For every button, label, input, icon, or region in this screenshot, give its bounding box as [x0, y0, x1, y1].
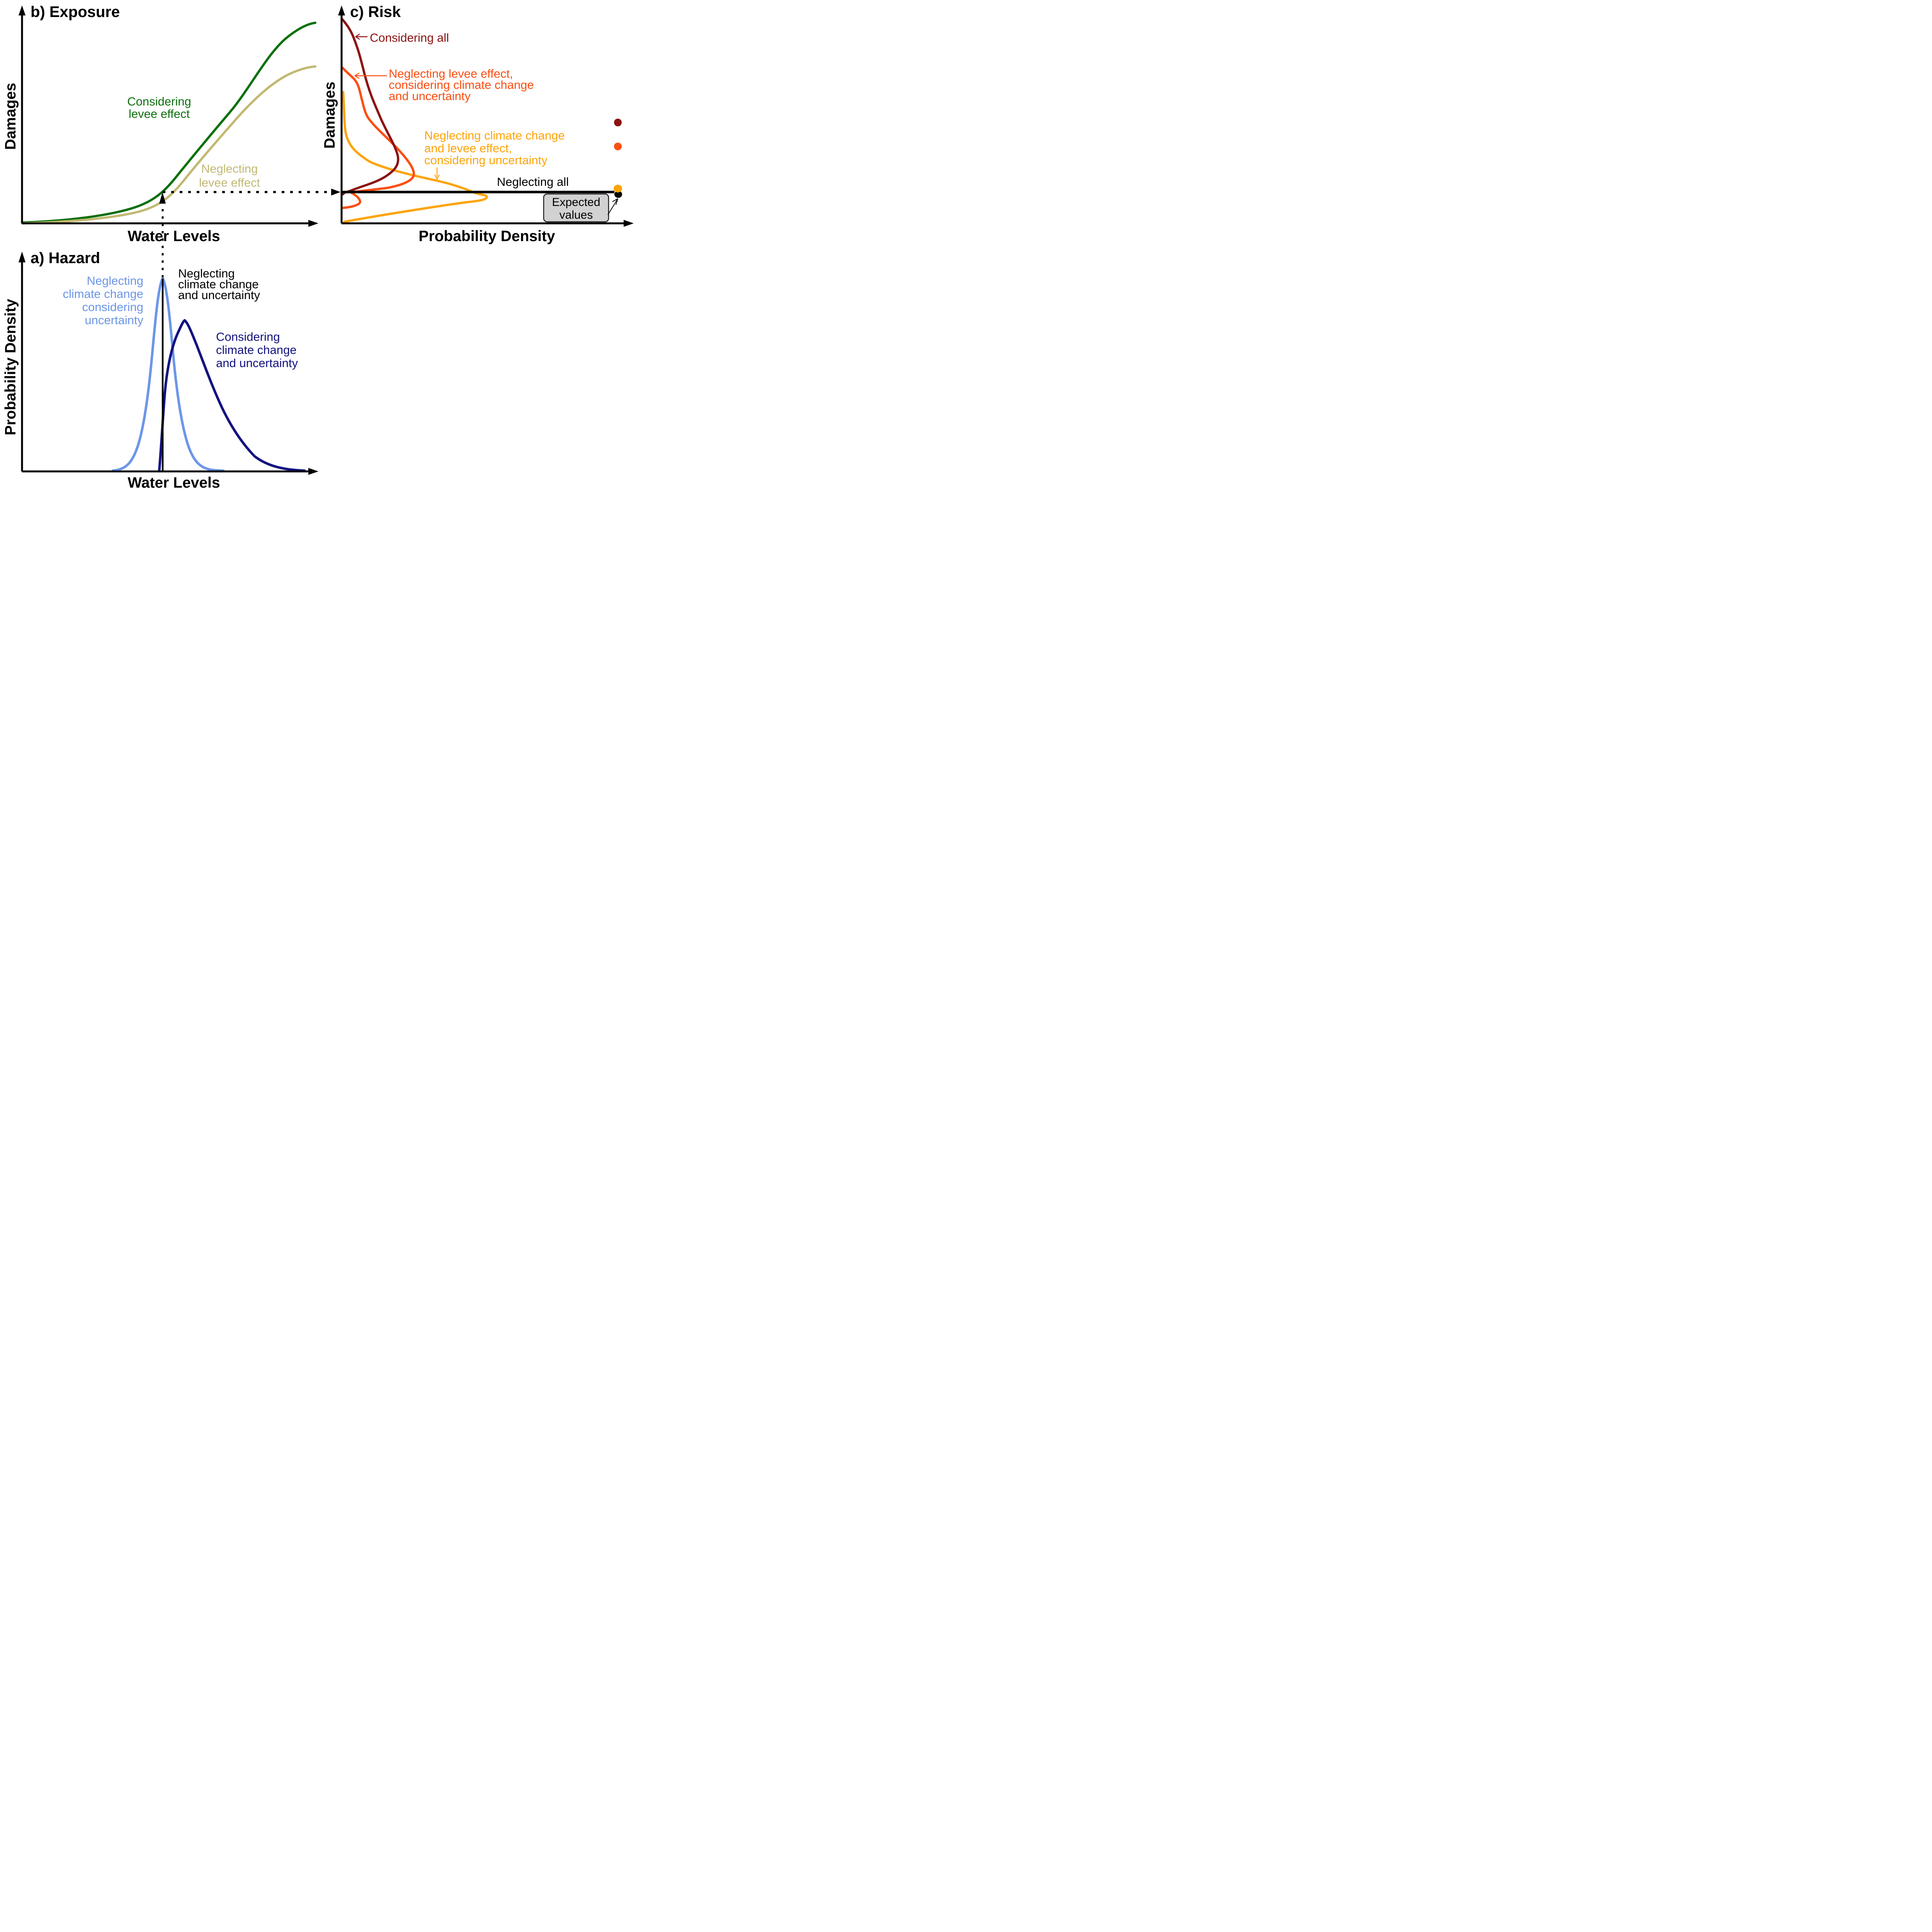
expected-value-dot-neglecting-climate-change-and-levee-effect	[614, 185, 622, 192]
neglecting-climate-change-considering-uncertainty-label: Neglecting climate change considering un…	[63, 274, 143, 327]
hazard-x-axis-label: Water Levels	[128, 474, 220, 491]
neglecting-climate-change-and-levee-effect-label: Neglecting climate change and levee effe…	[424, 129, 565, 180]
neglecting-levee-effect-curve-risk	[341, 66, 415, 209]
black-label-line1: Neglecting	[178, 267, 235, 280]
hazard-x-axis-arrow-icon	[308, 468, 318, 475]
considering-climate-change-and-uncertainty-label: Considering climate change and uncertain…	[216, 330, 298, 370]
considering-all-curve	[341, 18, 400, 196]
exposure-x-axis-label: Water Levels	[128, 228, 220, 245]
neglecting-levee-effect-label-line2: considering climate change	[389, 78, 534, 92]
risk-y-axis-label: Damages	[321, 82, 338, 148]
black-label-line2: climate change	[178, 277, 259, 291]
hazard-y-axis-arrow-icon	[19, 252, 26, 262]
neglecting-levee-effect-label-line2: levee effect	[199, 176, 260, 189]
risk-panel: Considering all Neglecting levee effect,…	[321, 3, 634, 245]
considering-levee-effect-label-line1: Considering	[127, 95, 191, 108]
guide-lines	[159, 189, 340, 277]
neglecting-levee-effect-curve	[21, 65, 316, 224]
expected-value-dot-neglecting-all	[614, 191, 622, 198]
expected-values-pointer-arrow-icon	[607, 198, 618, 215]
expected-values-box	[544, 194, 609, 222]
neglecting-levee-effect-label-line1: Neglecting levee effect,	[389, 67, 513, 80]
flood-risk-concept-figure: Considering levee effect Neglecting leve…	[0, 0, 638, 493]
navy-label-line2: climate change	[216, 343, 297, 357]
amber-label-line2: and levee effect,	[424, 141, 512, 155]
exposure-x-axis-arrow-icon	[308, 220, 318, 227]
neglecting-levee-effect-label-line1: Neglecting	[201, 162, 258, 175]
amber-label-line3: considering uncertainty	[424, 153, 548, 167]
considering-levee-effect-curve	[21, 22, 316, 224]
light-blue-label-line3: considering	[82, 300, 143, 314]
light-blue-label-line2: climate change	[63, 287, 143, 301]
neglecting-all-label: Neglecting all	[497, 175, 569, 189]
neglecting-climate-change-considering-uncertainty-curve	[111, 277, 225, 472]
considering-levee-effect-label: Considering levee effect	[127, 95, 191, 121]
risk-panel-title: c) Risk	[350, 3, 401, 20]
neglecting-climate-change-and-levee-effect-curve	[342, 91, 488, 223]
neglecting-levee-effect-risk-label: Neglecting levee effect, considering cli…	[354, 67, 534, 103]
up-arrow-icon	[159, 192, 166, 204]
neglecting-levee-effect-label-line3: and uncertainty	[389, 89, 471, 103]
neglecting-levee-effect-arrow-icon	[354, 72, 387, 79]
amber-label-line1: Neglecting climate change	[424, 129, 565, 142]
neglecting-levee-effect-label: Neglecting levee effect	[199, 162, 260, 189]
considering-levee-effect-label-line2: levee effect	[129, 107, 190, 121]
expected-value-dot-neglecting-levee-effect	[614, 143, 622, 150]
exposure-panel: Considering levee effect Neglecting leve…	[2, 3, 318, 245]
risk-x-axis-label: Probability Density	[418, 228, 555, 245]
expected-values-callout: Expected values	[543, 193, 618, 223]
figure-canvas: Considering levee effect Neglecting leve…	[2, 3, 634, 491]
considering-all-label-line1: Considering all	[370, 31, 449, 44]
right-arrow-icon	[331, 189, 340, 196]
navy-label-line1: Considering	[216, 330, 280, 344]
expected-value-dot-considering-all	[614, 119, 622, 126]
hazard-panel: Neglecting climate change considering un…	[2, 250, 318, 491]
hazard-panel-title: a) Hazard	[31, 250, 100, 267]
hazard-y-axis-label: Probability Density	[2, 299, 19, 435]
neglecting-climate-change-and-uncertainty-label: Neglecting climate change and uncertaint…	[178, 267, 260, 302]
considering-all-arrow-icon	[355, 33, 367, 40]
navy-label-line3: and uncertainty	[216, 356, 298, 370]
considering-climate-change-and-uncertainty-curve	[158, 319, 306, 473]
expected-values-box-border	[543, 193, 609, 223]
expected-values-label-line2: values	[560, 209, 593, 221]
exposure-y-axis-label: Damages	[2, 83, 19, 150]
expected-value-dots	[614, 119, 622, 198]
risk-x-axis-arrow-icon	[624, 220, 634, 227]
amber-down-arrow-icon	[434, 167, 440, 180]
risk-y-axis-arrow-icon	[338, 5, 345, 15]
light-blue-label-line1: Neglecting	[87, 274, 143, 287]
black-label-line3: and uncertainty	[178, 288, 260, 302]
exposure-y-axis-arrow-icon	[19, 5, 26, 15]
exposure-panel-title: b) Exposure	[31, 3, 120, 20]
light-blue-label-line4: uncertainty	[85, 313, 143, 327]
considering-all-label: Considering all	[355, 31, 449, 44]
expected-values-label-line1: Expected	[552, 196, 600, 209]
